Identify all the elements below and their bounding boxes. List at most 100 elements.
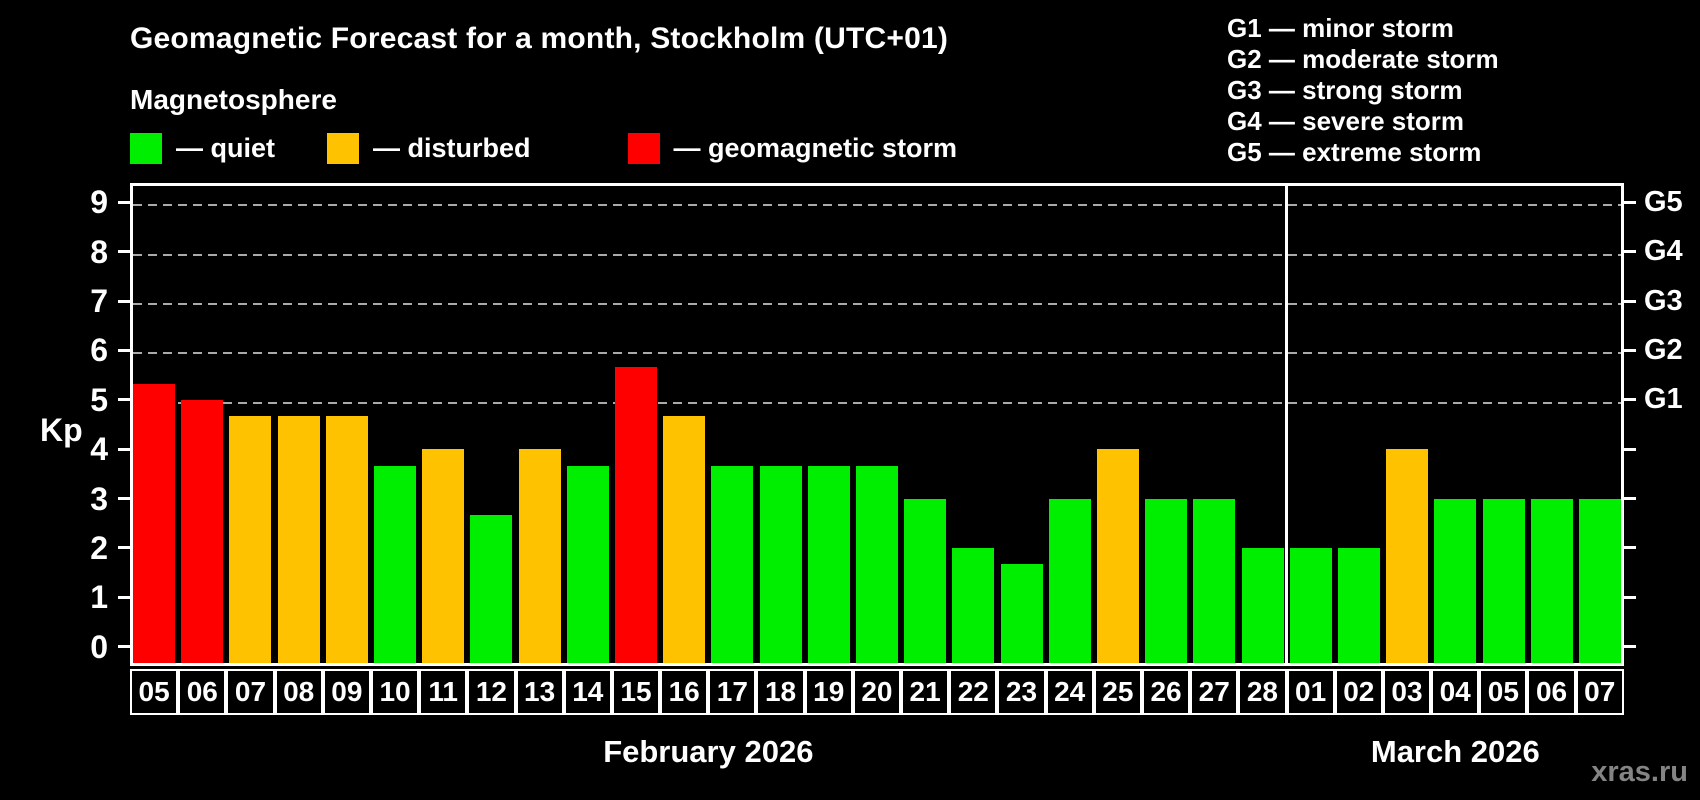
day-cell: 07	[1575, 669, 1624, 715]
y-axis-tick-label: 8	[90, 233, 108, 270]
bar-day-01	[1289, 547, 1332, 663]
day-cell: 05	[1479, 669, 1528, 715]
day-cell: 22	[949, 669, 998, 715]
y-tick-left	[118, 447, 130, 451]
right-axis-label-g5: G5	[1644, 185, 1683, 218]
y-tick-right	[1624, 595, 1636, 599]
y-tick-right	[1624, 546, 1636, 550]
y-tick-left	[118, 595, 130, 599]
day-cell: 26	[1141, 669, 1191, 715]
right-axis-label-g3: G3	[1644, 284, 1683, 317]
bar-day-27	[1193, 498, 1236, 663]
month-label: February 2026	[603, 734, 814, 769]
y-tick-right	[1624, 447, 1636, 451]
bar-day-06	[181, 399, 224, 663]
right-axis-label-g2: G2	[1644, 333, 1683, 366]
chart-title: Geomagnetic Forecast for a month, Stockh…	[130, 22, 949, 55]
day-cell: 18	[756, 669, 805, 715]
month-label: March 2026	[1370, 734, 1540, 769]
day-cell: 09	[322, 669, 371, 715]
bar-day-19	[807, 465, 850, 663]
bar-day-22	[952, 547, 995, 663]
y-tick-left	[118, 645, 130, 649]
y-axis-tick-label: 7	[90, 283, 108, 320]
y-axis-tick-label: 5	[90, 381, 108, 418]
day-cell: 15	[611, 669, 661, 715]
y-tick-right	[1624, 645, 1636, 649]
day-cell: 11	[419, 669, 468, 715]
y-axis-tick-label: 4	[90, 431, 108, 468]
y-tick-left	[118, 250, 130, 254]
bar-day-09	[325, 416, 368, 663]
day-cell: 06	[178, 669, 227, 715]
bar-day-25	[1096, 449, 1139, 663]
bar-day-03	[1386, 449, 1429, 663]
day-cell: 25	[1093, 669, 1142, 715]
bar-day-10	[374, 465, 417, 663]
legend-label: — quiet	[176, 133, 275, 163]
y-axis-tick-label: 1	[90, 579, 108, 616]
y-tick-right	[1624, 299, 1636, 303]
y-tick-left	[118, 546, 130, 550]
bar-day-26	[1145, 498, 1188, 663]
gridline-kp-8	[133, 253, 1621, 256]
bar-day-28	[1241, 547, 1284, 663]
y-tick-right	[1624, 398, 1636, 402]
y-tick-right	[1624, 250, 1636, 254]
bar-day-12	[470, 514, 513, 663]
chart-subtitle: Magnetosphere	[130, 84, 337, 115]
y-tick-right	[1624, 348, 1636, 352]
g-legend-line: G4 — severe storm	[1227, 106, 1465, 136]
legend-item-storm: — geomagnetic storm	[627, 133, 958, 164]
legend-label: — geomagnetic storm	[673, 133, 958, 163]
legend-swatch-storm	[627, 133, 660, 164]
bar-day-05	[133, 383, 176, 663]
day-cell: 27	[1190, 669, 1239, 715]
bar-day-02	[1337, 547, 1380, 663]
bar-day-04	[1434, 498, 1477, 663]
y-tick-left	[118, 200, 130, 204]
day-cell: 28	[1238, 669, 1287, 715]
day-cell: 17	[708, 669, 757, 715]
bar-day-07	[229, 416, 272, 663]
y-tick-left	[118, 398, 130, 402]
day-cell: 12	[467, 669, 516, 715]
y-axis-tick-label: 6	[90, 332, 108, 369]
legend-swatch-disturbed	[327, 133, 359, 164]
legend-swatch-quiet	[130, 133, 162, 164]
bar-day-06	[1530, 498, 1573, 663]
day-cell: 05	[130, 669, 179, 715]
bar-day-16	[663, 416, 706, 663]
legend-item-quiet: — quiet	[130, 133, 275, 164]
y-tick-left	[118, 348, 130, 352]
day-cell: 24	[1045, 669, 1094, 715]
day-cell: 03	[1382, 669, 1432, 715]
gridline-kp-6	[133, 352, 1621, 355]
gridline-kp-9	[133, 204, 1621, 207]
day-cell: 14	[563, 669, 612, 715]
bar-day-20	[856, 465, 898, 663]
g-legend-line: G2 — moderate storm	[1227, 44, 1499, 74]
legend-item-disturbed: — disturbed	[327, 133, 531, 164]
g-scale-legend: G1 — minor storm G2 — moderate storm G3 — …	[1227, 13, 1499, 168]
gridline-kp-5	[133, 401, 1621, 404]
bar-day-05	[1482, 498, 1525, 663]
y-axis-tick-label: 2	[90, 529, 108, 566]
day-cell: 13	[515, 669, 564, 715]
day-cell: 02	[1334, 669, 1383, 715]
g-legend-line: G5 — extreme storm	[1227, 137, 1482, 167]
day-cell: 21	[901, 669, 950, 715]
bar-day-15	[615, 366, 658, 663]
bar-day-14	[566, 465, 609, 663]
bar-day-11	[422, 449, 465, 663]
legend-label: — disturbed	[373, 133, 531, 163]
plot-area	[130, 183, 1624, 666]
watermark: xras.ru	[1591, 756, 1688, 788]
day-cell: 16	[660, 669, 709, 715]
day-cell: 20	[852, 669, 901, 715]
bar-day-13	[518, 449, 561, 663]
bar-day-17	[711, 465, 754, 663]
magnetosphere-legend: — quiet — disturbed — geomagnetic storm	[130, 133, 1009, 164]
right-axis-label-g4: G4	[1644, 235, 1683, 268]
